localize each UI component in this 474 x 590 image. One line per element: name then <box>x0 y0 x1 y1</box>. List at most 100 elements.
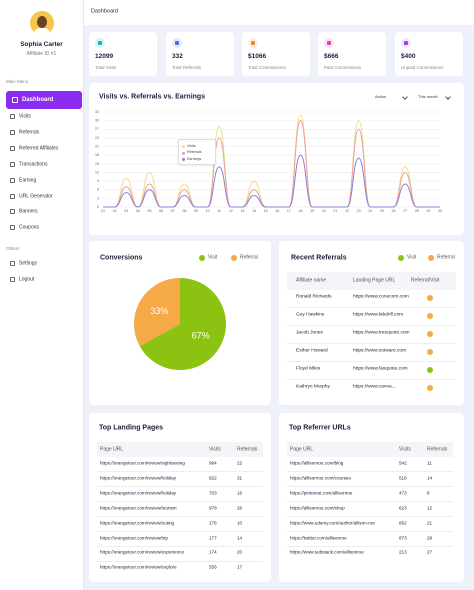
slice-label: 33% <box>150 306 168 316</box>
row-divider <box>287 545 453 547</box>
avatar <box>30 11 54 35</box>
section-label: Main Menu <box>6 78 29 84</box>
table-cell: 21 <box>427 520 433 526</box>
row-divider <box>287 531 453 532</box>
menu-item-active[interactable]: Dashboard <box>6 91 82 109</box>
status-dot <box>427 295 433 301</box>
legend-label: Referral <box>437 254 455 261</box>
x-tick-label: 12 <box>229 209 233 213</box>
x-tick-label: 28 <box>415 209 419 213</box>
dropdown-label: This month <box>418 94 438 99</box>
avatar-face <box>37 16 47 28</box>
pie-chart: 67% 33% <box>134 278 226 370</box>
row-divider <box>97 531 263 532</box>
table-cell: 623 <box>399 505 407 511</box>
stat-card: $400 Unpaid Commissions <box>395 32 463 76</box>
table-card: Recent Referrals Visit Referral Affiliate n… <box>279 241 464 405</box>
table-cell: https://orangetour.com/review/outing <box>100 520 175 526</box>
legend-label: Earnings <box>187 156 202 161</box>
x-tick-label: 20 <box>322 209 326 213</box>
card-title: Recent Referrals <box>291 254 347 262</box>
table-cell: https://orangetour.com/review/trip <box>100 535 168 541</box>
menu-item[interactable]: Referred Affiliates <box>19 145 59 152</box>
table-cell: https://www.faxquote.com <box>353 366 408 372</box>
row-divider <box>97 486 263 487</box>
row-divider <box>287 361 456 362</box>
row-divider <box>287 307 456 308</box>
table-cell: Jacob Jones <box>296 330 323 336</box>
table-cell: 174 <box>209 550 217 556</box>
table-cell: https://www.conecom.com <box>353 294 409 300</box>
x-tick-label: 18 <box>299 209 303 213</box>
stat-label: Total Referrals <box>172 64 202 70</box>
menu-item[interactable]: Transactions <box>19 161 48 168</box>
table-cell: https://allisonroe.com/courses <box>290 475 351 481</box>
table-cell: 176 <box>209 520 217 526</box>
menu-item[interactable]: Earning <box>19 177 37 184</box>
table-cell: https://www.substack.com/allisonroe <box>290 550 364 556</box>
stat-card: 332 Total Referrals <box>166 32 234 76</box>
table-cell: https://orangetour.com/review/holiday <box>100 475 177 481</box>
table-cell: 978 <box>209 505 217 511</box>
menu-item[interactable]: Coupons <box>19 224 40 231</box>
row-divider <box>97 471 263 472</box>
dropdown[interactable]: This month <box>415 92 453 102</box>
avatar-body <box>34 28 50 35</box>
section-label: Others <box>6 245 20 251</box>
legend-label: Visit <box>407 254 417 261</box>
table-cell: 28 <box>237 505 243 511</box>
y-tick-label: 18 <box>95 153 99 157</box>
menu-item[interactable]: Logout <box>19 276 35 283</box>
legend-label: Visits <box>187 143 196 148</box>
chart-title: Conversions <box>100 254 143 262</box>
row-divider <box>97 560 263 562</box>
affiliate-id: Affiliate ID #1 <box>26 51 57 57</box>
x-tick-label: 14 <box>252 209 256 213</box>
table-cell: 922 <box>209 475 217 481</box>
menu-item[interactable]: Settings <box>19 260 38 267</box>
x-tick-label: 10 <box>206 209 210 213</box>
menu-icon <box>10 261 15 266</box>
table-cell: 518 <box>399 475 407 481</box>
row-divider <box>287 516 453 517</box>
status-dot <box>427 313 433 319</box>
table-card: Top Referrer URLs Page URL Visits Referrals… <box>279 413 464 582</box>
pie-slice <box>139 278 226 370</box>
row-divider <box>287 486 453 487</box>
menu-item[interactable]: Visits <box>19 113 31 120</box>
x-tick-label: 04 <box>136 209 140 213</box>
stat-card: 12099 Total Visits <box>89 32 157 76</box>
dropdown[interactable]: Action <box>372 92 410 102</box>
column-header: Landing Page URL <box>353 277 396 284</box>
legend-label: Referrals <box>187 150 202 155</box>
menu-item[interactable]: Banners <box>19 208 38 215</box>
stat-card: $666 Paid Commissions <box>318 32 386 76</box>
status-dot <box>427 331 433 337</box>
row-divider <box>287 325 456 326</box>
y-tick-label: 3 <box>97 196 99 200</box>
stat-value: $1066 <box>248 52 267 60</box>
table-cell: 12 <box>427 505 433 511</box>
stat-icon-glyph <box>251 41 255 45</box>
stat-value: 332 <box>172 52 183 60</box>
menu-item[interactable]: Referrals <box>19 129 40 136</box>
menu-icon <box>10 177 15 183</box>
stat-value: 12099 <box>95 52 114 60</box>
legend-swatch <box>182 151 185 155</box>
stat-icon <box>95 38 105 48</box>
stat-icon <box>324 38 334 48</box>
table-cell: 10 <box>237 520 243 526</box>
x-tick-label: 11 <box>217 209 221 213</box>
menu-item[interactable]: URL Generator <box>19 193 53 199</box>
table-cell: 542 <box>399 460 407 466</box>
y-tick-label: 6 <box>97 188 99 192</box>
table-cell: https://orangetour.com/review/sightseein… <box>100 460 185 466</box>
row-divider <box>287 379 456 380</box>
table-cell: https://orangetour.com/review/tourism <box>100 505 177 511</box>
legend-swatch <box>398 255 404 261</box>
line-series <box>103 154 440 208</box>
menu-icon <box>10 161 15 167</box>
x-tick-label: 05 <box>147 209 151 213</box>
legend-swatch <box>199 255 205 261</box>
